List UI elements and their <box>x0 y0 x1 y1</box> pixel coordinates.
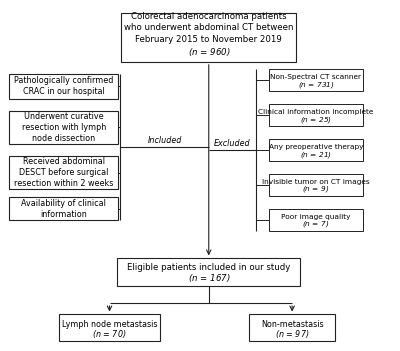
Text: ($n$ = 97): ($n$ = 97) <box>275 328 309 340</box>
Text: Any preoperative therapy: Any preoperative therapy <box>269 144 363 150</box>
Text: Pathologically confirmed
CRAC in our hospital: Pathologically confirmed CRAC in our hos… <box>14 76 114 97</box>
FancyBboxPatch shape <box>250 314 335 341</box>
FancyBboxPatch shape <box>269 174 362 196</box>
Text: ($n$ = 7): ($n$ = 7) <box>302 219 330 230</box>
Text: Included: Included <box>148 136 182 145</box>
FancyBboxPatch shape <box>9 111 118 144</box>
Text: Availability of clinical
information: Availability of clinical information <box>22 199 106 219</box>
FancyBboxPatch shape <box>122 13 296 62</box>
FancyBboxPatch shape <box>9 157 118 189</box>
Text: Eligible patients included in our study: Eligible patients included in our study <box>127 263 290 272</box>
Text: Non-metastasis: Non-metastasis <box>261 319 324 329</box>
FancyBboxPatch shape <box>269 139 362 161</box>
Text: Poor image quality: Poor image quality <box>281 214 351 220</box>
Text: Lymph node metastasis: Lymph node metastasis <box>62 319 157 329</box>
Text: ($n$ = 21): ($n$ = 21) <box>300 150 332 159</box>
Text: Received abdominal
DESCT before surgical
resection within 2 weeks: Received abdominal DESCT before surgical… <box>14 157 114 188</box>
Text: Colorectal adenocarcinoma patients
who underwent abdominal CT between
February 2: Colorectal adenocarcinoma patients who u… <box>124 12 294 44</box>
Text: ($n$ = 9): ($n$ = 9) <box>302 185 330 194</box>
FancyBboxPatch shape <box>9 74 118 99</box>
Text: ($n$ = 167): ($n$ = 167) <box>188 272 230 284</box>
Text: ($n$ = 25): ($n$ = 25) <box>300 114 332 125</box>
FancyBboxPatch shape <box>118 258 300 286</box>
Text: Invisible tumor on CT images: Invisible tumor on CT images <box>262 179 370 185</box>
FancyBboxPatch shape <box>269 104 362 126</box>
Text: Clinical information incomplete: Clinical information incomplete <box>258 109 374 115</box>
Text: ($n$ = 70): ($n$ = 70) <box>92 328 127 340</box>
Text: ($n$ = 960): ($n$ = 960) <box>188 46 230 58</box>
Text: Excluded: Excluded <box>214 139 250 148</box>
Text: Underwent curative
resection with lymph
node dissection: Underwent curative resection with lymph … <box>22 112 106 143</box>
Text: Non-Spectral CT scanner: Non-Spectral CT scanner <box>270 74 362 80</box>
FancyBboxPatch shape <box>269 208 362 231</box>
FancyBboxPatch shape <box>9 197 118 220</box>
FancyBboxPatch shape <box>269 69 362 91</box>
FancyBboxPatch shape <box>59 314 160 341</box>
Text: ($n$ = 731): ($n$ = 731) <box>298 80 334 90</box>
